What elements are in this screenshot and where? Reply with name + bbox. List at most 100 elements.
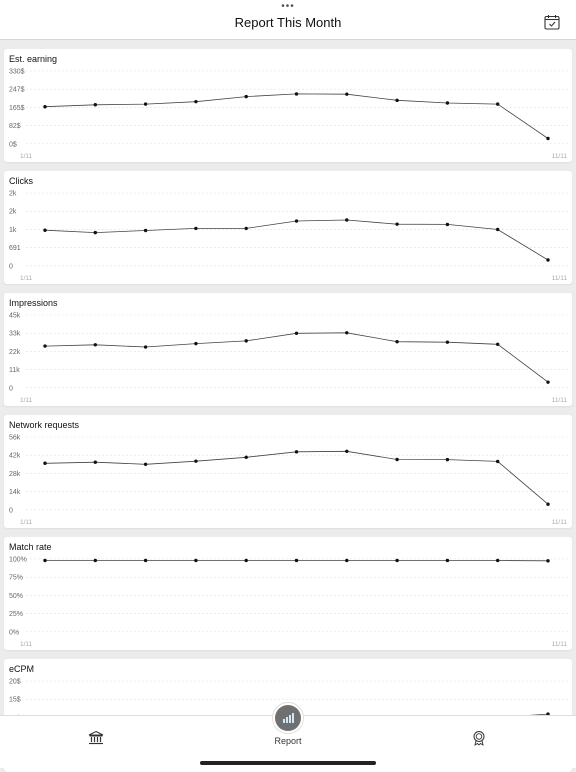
data-point <box>94 559 97 562</box>
top-bar: ••• Report This Month <box>0 0 576 40</box>
y-tick-label: 330$ <box>9 69 25 76</box>
data-point <box>43 344 46 347</box>
data-point <box>295 332 298 335</box>
data-point <box>546 137 549 140</box>
data-point <box>144 345 147 348</box>
y-tick-label: 15$ <box>9 697 21 704</box>
data-point <box>496 559 499 562</box>
report-tab-label[interactable]: Report <box>0 736 576 746</box>
y-tick-label: 0 <box>9 507 13 514</box>
x-tick-label: 1/11 <box>20 397 33 404</box>
data-point <box>496 228 499 231</box>
data-point <box>546 258 549 261</box>
report-tab-button[interactable] <box>275 705 301 731</box>
data-point <box>245 559 248 562</box>
data-point <box>194 100 197 103</box>
series-line <box>45 333 548 382</box>
y-tick-label: 0% <box>9 629 19 636</box>
data-point <box>395 458 398 461</box>
window-handle-dots[interactable]: ••• <box>281 3 295 11</box>
y-tick-label: 45k <box>9 313 21 320</box>
y-tick-label: 28k <box>9 471 21 478</box>
data-point <box>546 503 549 506</box>
data-point <box>345 218 348 221</box>
data-point <box>295 219 298 222</box>
data-point <box>144 463 147 466</box>
data-point <box>295 92 298 95</box>
x-tick-label: 11/11 <box>552 153 568 160</box>
y-tick-label: 1k <box>9 227 17 234</box>
y-tick-label: 0 <box>9 263 13 270</box>
data-point <box>446 101 449 104</box>
data-point <box>345 450 348 453</box>
data-point <box>345 559 348 562</box>
x-tick-label: 1/11 <box>20 275 33 282</box>
y-tick-label: 14k <box>9 489 21 496</box>
series-line <box>45 220 548 260</box>
data-point <box>496 102 499 105</box>
data-point <box>94 343 97 346</box>
data-point <box>446 340 449 343</box>
series-line <box>45 94 548 139</box>
series-line <box>45 451 548 504</box>
y-tick-label: 0 <box>9 385 13 392</box>
data-point <box>395 340 398 343</box>
y-tick-label: 691 <box>9 245 21 252</box>
data-point <box>43 229 46 232</box>
data-point <box>245 227 248 230</box>
data-point <box>144 559 147 562</box>
bar-chart-icon <box>275 705 301 731</box>
x-tick-label: 11/11 <box>552 397 568 404</box>
data-point <box>144 229 147 232</box>
data-point <box>395 559 398 562</box>
award-icon[interactable] <box>471 730 487 746</box>
y-tick-label: 20$ <box>9 679 21 686</box>
page-title: Report This Month <box>0 15 576 30</box>
data-point <box>194 227 197 230</box>
home-indicator <box>200 761 376 765</box>
data-point <box>345 92 348 95</box>
y-tick-label: 56k <box>9 435 21 442</box>
data-point <box>194 459 197 462</box>
y-tick-label: 75% <box>9 575 23 582</box>
data-point <box>245 456 248 459</box>
data-point <box>94 103 97 106</box>
tab-bar: Report <box>0 715 576 768</box>
x-tick-label: 1/11 <box>20 519 33 526</box>
y-tick-label: 11k <box>9 367 20 374</box>
y-tick-label: 0$ <box>9 141 17 148</box>
data-point <box>295 559 298 562</box>
y-tick-label: 22k <box>9 349 21 356</box>
data-point <box>345 331 348 334</box>
data-point <box>43 105 46 108</box>
y-tick-label: 82$ <box>9 123 21 130</box>
data-point <box>43 559 46 562</box>
x-tick-label: 11/11 <box>552 641 568 648</box>
data-point <box>94 461 97 464</box>
data-point <box>295 450 298 453</box>
y-tick-label: 42k <box>9 453 21 460</box>
x-tick-label: 1/11 <box>20 153 33 160</box>
impressions-chart: 45k 33k 22k 11k 0 1/11 11/11 <box>4 293 572 406</box>
data-point <box>194 342 197 345</box>
y-tick-label: 50% <box>9 593 23 600</box>
data-point <box>446 458 449 461</box>
data-point <box>395 222 398 225</box>
data-point <box>546 559 549 562</box>
x-tick-label: 1/11 <box>20 641 33 648</box>
data-point <box>446 223 449 226</box>
data-point <box>496 343 499 346</box>
y-tick-label: 33k <box>9 331 21 338</box>
x-tick-label: 11/11 <box>552 275 568 282</box>
data-point <box>446 559 449 562</box>
y-tick-label: 165$ <box>9 105 25 112</box>
calendar-icon[interactable] <box>544 14 560 30</box>
data-point <box>94 231 97 234</box>
